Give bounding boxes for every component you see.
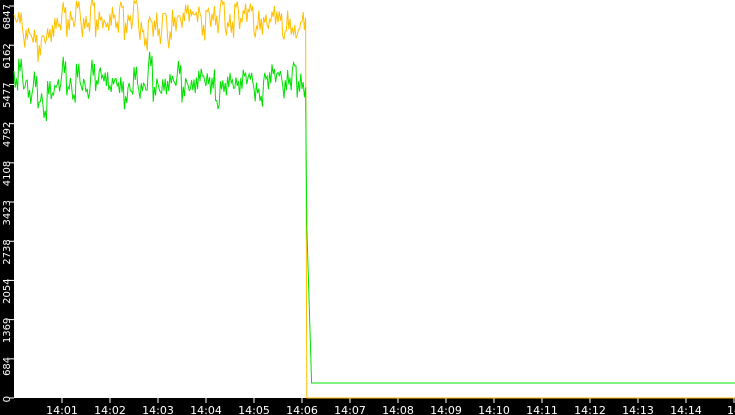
y-tick-label: 1369 (2, 318, 13, 343)
x-tick-label: 14:03 (142, 404, 174, 415)
y-tick-label: 4108 (2, 161, 13, 186)
x-tick-label: 14 (727, 404, 735, 415)
y-tick-label: 2054 (2, 278, 13, 303)
y-axis (0, 0, 14, 415)
x-tick-label: 14:01 (46, 404, 78, 415)
x-axis (0, 398, 735, 415)
x-tick-label: 14:02 (94, 404, 126, 415)
x-tick-label: 14:07 (334, 404, 366, 415)
y-tick-label: 0 (2, 396, 13, 402)
y-tick-label: 5477 (2, 82, 13, 107)
x-tick-label: 14:04 (190, 404, 222, 415)
x-tick-label: 14:11 (526, 404, 558, 415)
y-tick-label: 684 (2, 357, 13, 376)
y-tick-label: 6162 (2, 43, 13, 68)
x-tick-label: 14:13 (622, 404, 654, 415)
x-tick-label: 14:12 (574, 404, 606, 415)
x-tick-label: 14:06 (286, 404, 318, 415)
y-tick-label: 3423 (2, 200, 13, 225)
x-tick-label: 14:10 (478, 404, 510, 415)
y-tick-label: 6847 (2, 4, 13, 29)
x-tick-label: 14:08 (382, 404, 414, 415)
y-tick-label: 2738 (2, 239, 13, 264)
x-tick-label: 14:09 (430, 404, 462, 415)
x-tick-label: 14:05 (238, 404, 270, 415)
series-line-0 (13, 0, 735, 399)
series-line-1 (13, 51, 735, 384)
x-tick-label: 14:14 (670, 404, 702, 415)
y-tick-label: 4792 (2, 122, 13, 147)
